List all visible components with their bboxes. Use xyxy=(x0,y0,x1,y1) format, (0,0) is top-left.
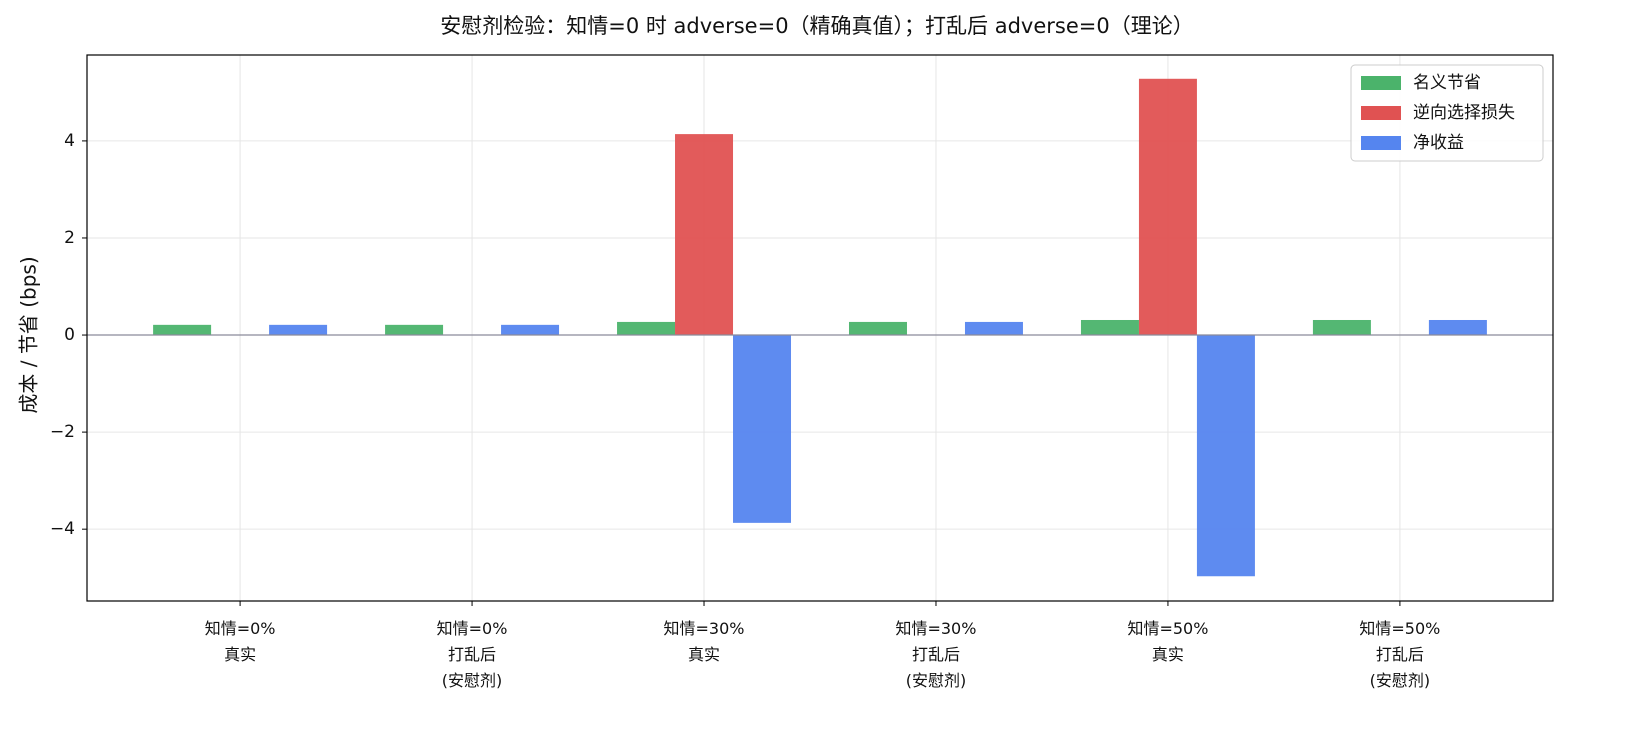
bar xyxy=(964,321,1023,336)
bar xyxy=(153,324,212,336)
y-tick-label: 4 xyxy=(64,131,75,151)
bar xyxy=(1196,335,1255,577)
x-tick-label: 知情=30% 打乱后 (安慰剂) xyxy=(895,619,977,690)
legend-swatch xyxy=(1361,106,1401,120)
legend-swatch xyxy=(1361,76,1401,90)
bar xyxy=(733,335,792,523)
y-tick-label: −2 xyxy=(50,422,75,442)
x-tick-label: 知情=30% 真实 xyxy=(663,619,745,664)
chart-title: 安慰剂检验：知情=0 时 adverse=0（精确真值）；打乱后 adverse… xyxy=(440,14,1193,38)
bar xyxy=(1312,319,1371,336)
bar xyxy=(675,134,734,336)
legend-swatch xyxy=(1361,136,1401,150)
legend-label: 名义节省 xyxy=(1413,73,1481,93)
y-tick-label: 2 xyxy=(64,228,75,248)
legend-label: 净收益 xyxy=(1413,133,1464,153)
bar xyxy=(501,324,560,336)
y-tick-label: 0 xyxy=(64,325,75,345)
bar xyxy=(385,324,444,336)
bar xyxy=(848,321,907,336)
bar xyxy=(269,324,328,336)
legend-label: 逆向选择损失 xyxy=(1413,103,1515,123)
x-tick-label: 知情=50% 真实 xyxy=(1127,619,1209,664)
bar xyxy=(1138,78,1197,336)
x-tick-label: 知情=0% 真实 xyxy=(204,619,276,664)
x-tick-label: 知情=0% 打乱后 (安慰剂) xyxy=(436,619,508,690)
y-axis-label: 成本 / 节省 (bps) xyxy=(17,256,41,413)
plot-frame xyxy=(86,54,1554,602)
x-tick-label: 知情=50% 打乱后 (安慰剂) xyxy=(1359,619,1441,690)
y-tick-label: −4 xyxy=(50,519,75,539)
bar xyxy=(617,321,676,336)
bar xyxy=(1428,319,1487,336)
bar xyxy=(1080,319,1139,336)
